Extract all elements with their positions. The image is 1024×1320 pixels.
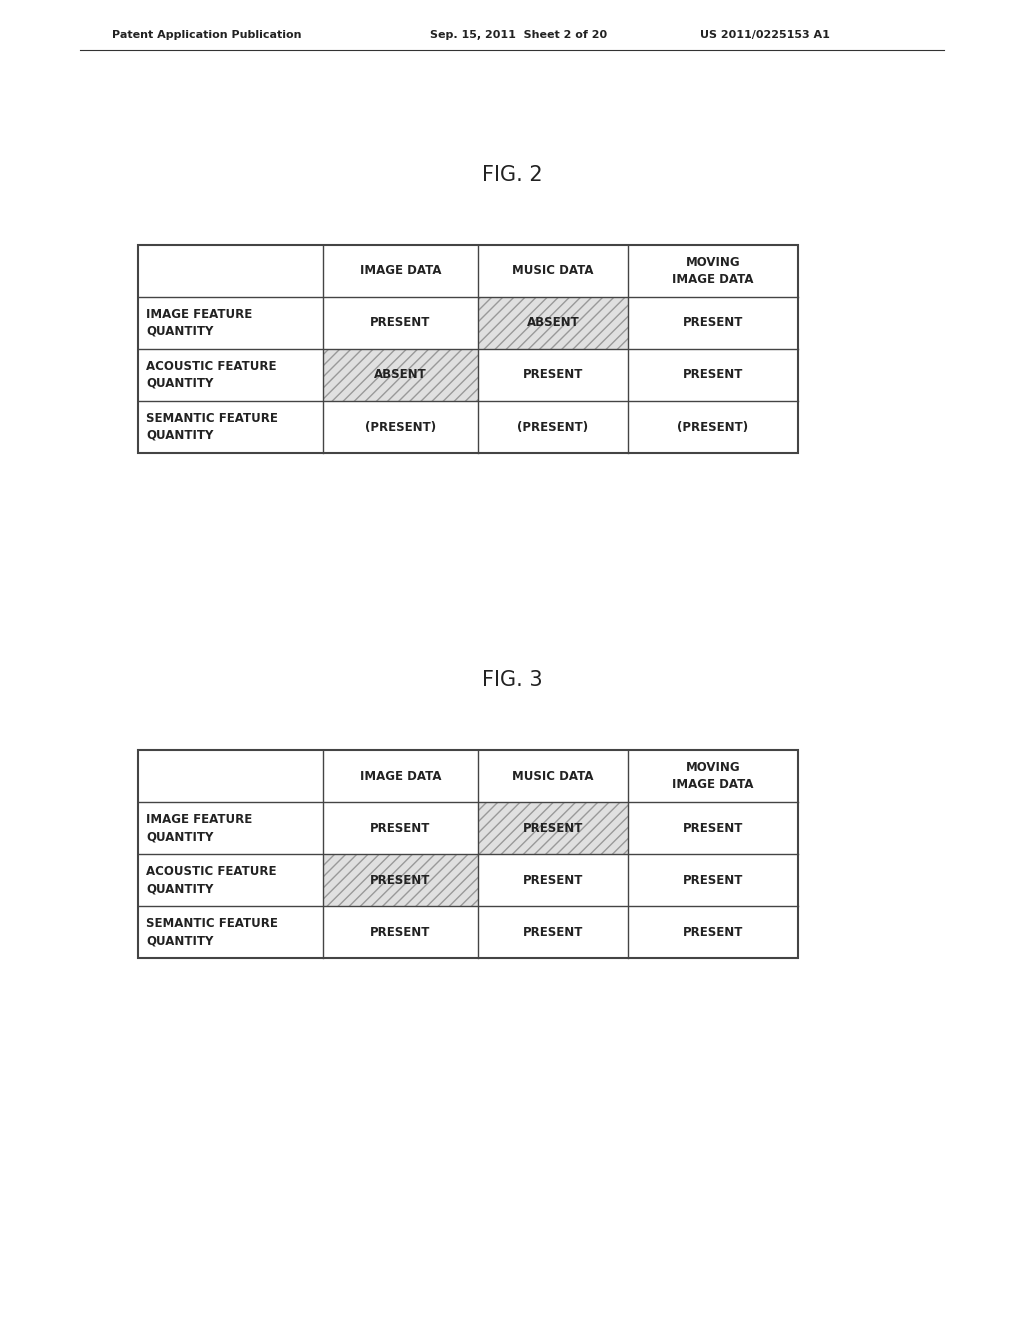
Bar: [478, 906, 628, 958]
Text: IMAGE DATA: IMAGE DATA: [359, 770, 441, 783]
Bar: [478, 297, 628, 348]
Text: PRESENT: PRESENT: [683, 874, 743, 887]
Bar: [628, 750, 798, 803]
Bar: [628, 401, 798, 453]
Text: PRESENT: PRESENT: [683, 317, 743, 330]
Text: (PRESENT): (PRESENT): [678, 421, 749, 433]
Bar: [138, 246, 798, 453]
Bar: [323, 803, 478, 854]
Text: PRESENT: PRESENT: [523, 874, 584, 887]
Bar: [138, 803, 323, 854]
Bar: [323, 297, 478, 348]
Bar: [478, 297, 628, 348]
Bar: [323, 348, 478, 401]
Bar: [478, 246, 628, 297]
Bar: [323, 906, 478, 958]
Text: US 2011/0225153 A1: US 2011/0225153 A1: [700, 30, 829, 40]
Bar: [138, 750, 323, 803]
Text: Sep. 15, 2011  Sheet 2 of 20: Sep. 15, 2011 Sheet 2 of 20: [430, 30, 607, 40]
Text: ABSENT: ABSENT: [374, 368, 427, 381]
Bar: [323, 750, 478, 803]
Bar: [138, 401, 323, 453]
Text: PRESENT: PRESENT: [683, 821, 743, 834]
Bar: [478, 803, 628, 854]
Bar: [478, 401, 628, 453]
Text: Patent Application Publication: Patent Application Publication: [112, 30, 301, 40]
Bar: [138, 906, 323, 958]
Bar: [628, 348, 798, 401]
Text: PRESENT: PRESENT: [523, 925, 584, 939]
Bar: [628, 803, 798, 854]
Bar: [478, 750, 628, 803]
Bar: [478, 803, 628, 854]
Text: ACOUSTIC FEATURE
QUANTITY: ACOUSTIC FEATURE QUANTITY: [146, 360, 276, 389]
Bar: [323, 246, 478, 297]
Bar: [138, 854, 323, 906]
Bar: [138, 348, 323, 401]
Bar: [628, 854, 798, 906]
Text: PRESENT: PRESENT: [371, 317, 431, 330]
Bar: [478, 348, 628, 401]
Text: IMAGE DATA: IMAGE DATA: [359, 264, 441, 277]
Bar: [323, 854, 478, 906]
Text: SEMANTIC FEATURE
QUANTITY: SEMANTIC FEATURE QUANTITY: [146, 917, 278, 946]
Text: (PRESENT): (PRESENT): [365, 421, 436, 433]
Text: PRESENT: PRESENT: [683, 925, 743, 939]
Text: MOVING
IMAGE DATA: MOVING IMAGE DATA: [672, 256, 754, 286]
Bar: [138, 297, 323, 348]
Bar: [138, 246, 323, 297]
Text: FIG. 2: FIG. 2: [481, 165, 543, 185]
Text: MOVING
IMAGE DATA: MOVING IMAGE DATA: [672, 762, 754, 791]
Text: PRESENT: PRESENT: [371, 821, 431, 834]
Text: ACOUSTIC FEATURE
QUANTITY: ACOUSTIC FEATURE QUANTITY: [146, 865, 276, 895]
Text: ABSENT: ABSENT: [526, 317, 580, 330]
Bar: [628, 246, 798, 297]
Text: PRESENT: PRESENT: [371, 874, 431, 887]
Text: FIG. 3: FIG. 3: [481, 671, 543, 690]
Text: PRESENT: PRESENT: [523, 368, 584, 381]
Bar: [628, 906, 798, 958]
Bar: [323, 854, 478, 906]
Text: IMAGE FEATURE
QUANTITY: IMAGE FEATURE QUANTITY: [146, 813, 252, 843]
Text: SEMANTIC FEATURE
QUANTITY: SEMANTIC FEATURE QUANTITY: [146, 412, 278, 442]
Text: PRESENT: PRESENT: [371, 925, 431, 939]
Bar: [478, 854, 628, 906]
Bar: [628, 297, 798, 348]
Text: (PRESENT): (PRESENT): [517, 421, 589, 433]
Text: PRESENT: PRESENT: [523, 821, 584, 834]
Bar: [323, 401, 478, 453]
Text: IMAGE FEATURE
QUANTITY: IMAGE FEATURE QUANTITY: [146, 308, 252, 338]
Text: MUSIC DATA: MUSIC DATA: [512, 264, 594, 277]
Bar: [138, 750, 798, 958]
Bar: [323, 348, 478, 401]
Text: PRESENT: PRESENT: [683, 368, 743, 381]
Text: MUSIC DATA: MUSIC DATA: [512, 770, 594, 783]
